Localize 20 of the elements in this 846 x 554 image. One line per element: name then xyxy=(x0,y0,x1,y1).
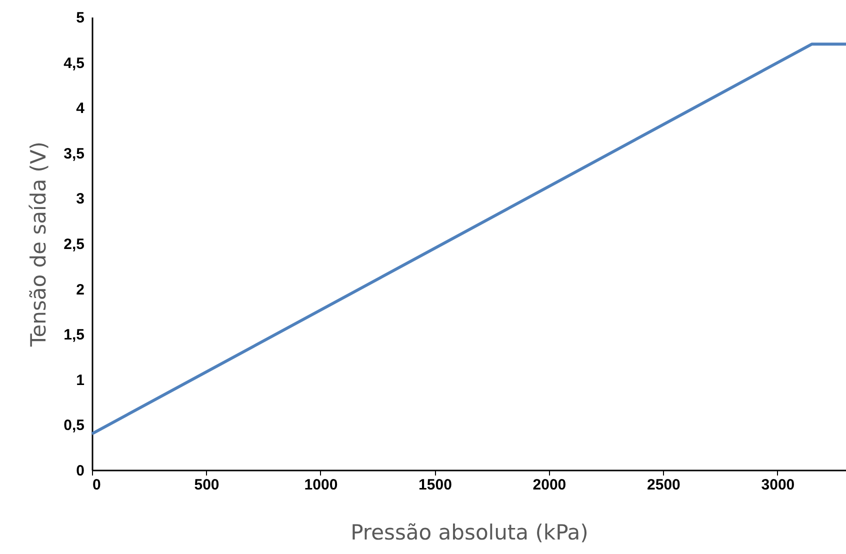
x-tick-label: 0 xyxy=(92,476,101,494)
y-tick-label: 4,5 xyxy=(64,54,84,72)
y-tick-label: 3 xyxy=(76,190,84,208)
y-tick-label: 1 xyxy=(76,372,84,389)
x-tick-label: 1000 xyxy=(304,476,338,494)
x-axis-title: Pressão absoluta (kPa) xyxy=(350,520,588,544)
y-tick-label: 0 xyxy=(76,462,84,480)
y-axis-title: Tensão de saída (V) xyxy=(26,141,51,348)
x-tick-label: 1500 xyxy=(418,476,452,494)
x-tick-label: 3000 xyxy=(761,476,795,494)
x-tick-label: 2000 xyxy=(532,476,566,494)
y-tick-label: 3,5 xyxy=(64,145,84,162)
y-tick-label: 5 xyxy=(76,10,84,26)
x-tick-label: 2500 xyxy=(647,476,680,494)
y-tick-label: 1,5 xyxy=(64,326,84,344)
y-tick-label: 4 xyxy=(76,100,86,118)
y-tick-label: 2 xyxy=(76,281,84,298)
x-tick-label: 500 xyxy=(194,476,220,494)
y-tick-label: 0,5 xyxy=(64,417,84,434)
y-tick-label: 2,5 xyxy=(64,236,84,253)
